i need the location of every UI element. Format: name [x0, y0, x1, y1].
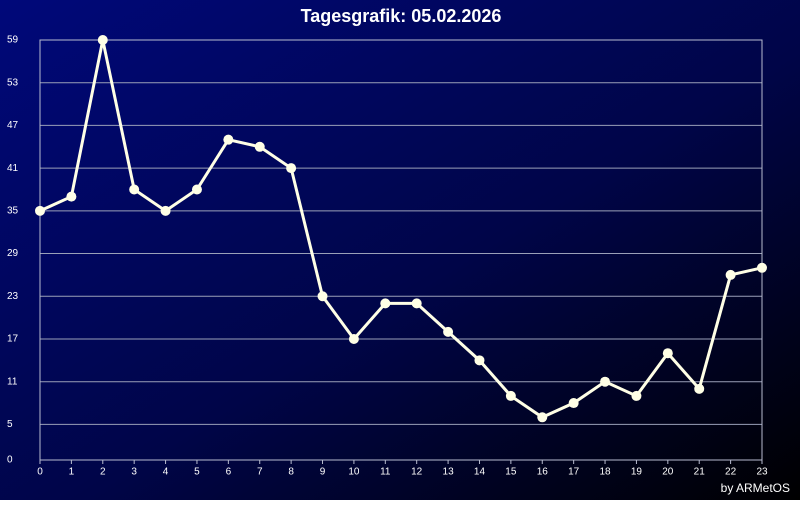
x-tick-label: 16: [537, 467, 549, 478]
plot-frame: [39, 39, 763, 461]
x-tick-label: 0: [37, 467, 43, 478]
y-tick-label: 29: [7, 248, 19, 259]
y-tick-label: 35: [7, 205, 19, 216]
y-tick-label: 59: [7, 35, 19, 46]
x-tick-label: 3: [131, 467, 137, 478]
x-tick-label: 2: [100, 467, 106, 478]
x-tick-label: 5: [194, 467, 200, 478]
data-point: [286, 163, 297, 174]
data-point: [254, 141, 265, 152]
data-point: [66, 191, 77, 202]
y-tick-label: 23: [7, 291, 19, 302]
credit: by ARMetOS: [721, 481, 790, 495]
y-tick-label: 41: [7, 163, 19, 174]
data-point: [97, 35, 108, 45]
y-tick-label: 47: [7, 120, 19, 131]
x-tick-label: 12: [411, 467, 423, 478]
data-point: [505, 390, 516, 401]
x-tick-label: 1: [69, 467, 75, 478]
data-point: [348, 333, 359, 344]
x-tick-label: 6: [226, 467, 232, 478]
data-point: [662, 348, 673, 359]
x-tick-label: 11: [380, 467, 391, 478]
x-tick-label: 14: [474, 467, 486, 478]
x-tick-label: 19: [631, 467, 643, 478]
x-tick-label: 20: [662, 467, 674, 478]
x-tick-label: 18: [599, 467, 611, 478]
data-point: [694, 383, 705, 394]
y-tick-label: 0: [7, 455, 13, 466]
data-point: [191, 184, 202, 195]
y-tick-label: 53: [7, 77, 19, 88]
data-point: [160, 205, 171, 216]
y-tick-label: 11: [7, 376, 18, 387]
x-tick-label: 13: [443, 467, 455, 478]
data-point: [537, 412, 548, 423]
data-point: [443, 326, 454, 337]
x-tick-label: 15: [505, 467, 517, 478]
x-tick-label: 9: [320, 467, 326, 478]
x-tick-label: 10: [348, 467, 360, 478]
data-point: [725, 269, 736, 280]
data-line: [39, 39, 763, 420]
x-tick-label: 7: [257, 467, 263, 478]
x-tick-label: 17: [568, 467, 580, 478]
data-point: [380, 298, 391, 309]
x-tick-label: 4: [163, 467, 169, 478]
y-tick-label: 5: [7, 419, 13, 430]
data-point: [600, 376, 611, 387]
data-point: [129, 184, 140, 195]
x-tick-label: 23: [756, 467, 768, 478]
data-point: [223, 134, 234, 145]
data-point: [568, 398, 579, 409]
data-point: [631, 390, 642, 401]
y-tick-label: 17: [7, 334, 19, 345]
chart-title: Tagesgrafik: 05.02.2026: [301, 6, 502, 26]
data-point: [474, 355, 485, 366]
data-point: [35, 205, 45, 216]
data-point: [317, 291, 328, 302]
x-tick-label: 8: [288, 467, 294, 478]
x-tick-label: 22: [725, 467, 737, 478]
x-tick-label: 21: [694, 467, 706, 478]
data-point: [411, 298, 422, 309]
data-point: [757, 262, 767, 273]
